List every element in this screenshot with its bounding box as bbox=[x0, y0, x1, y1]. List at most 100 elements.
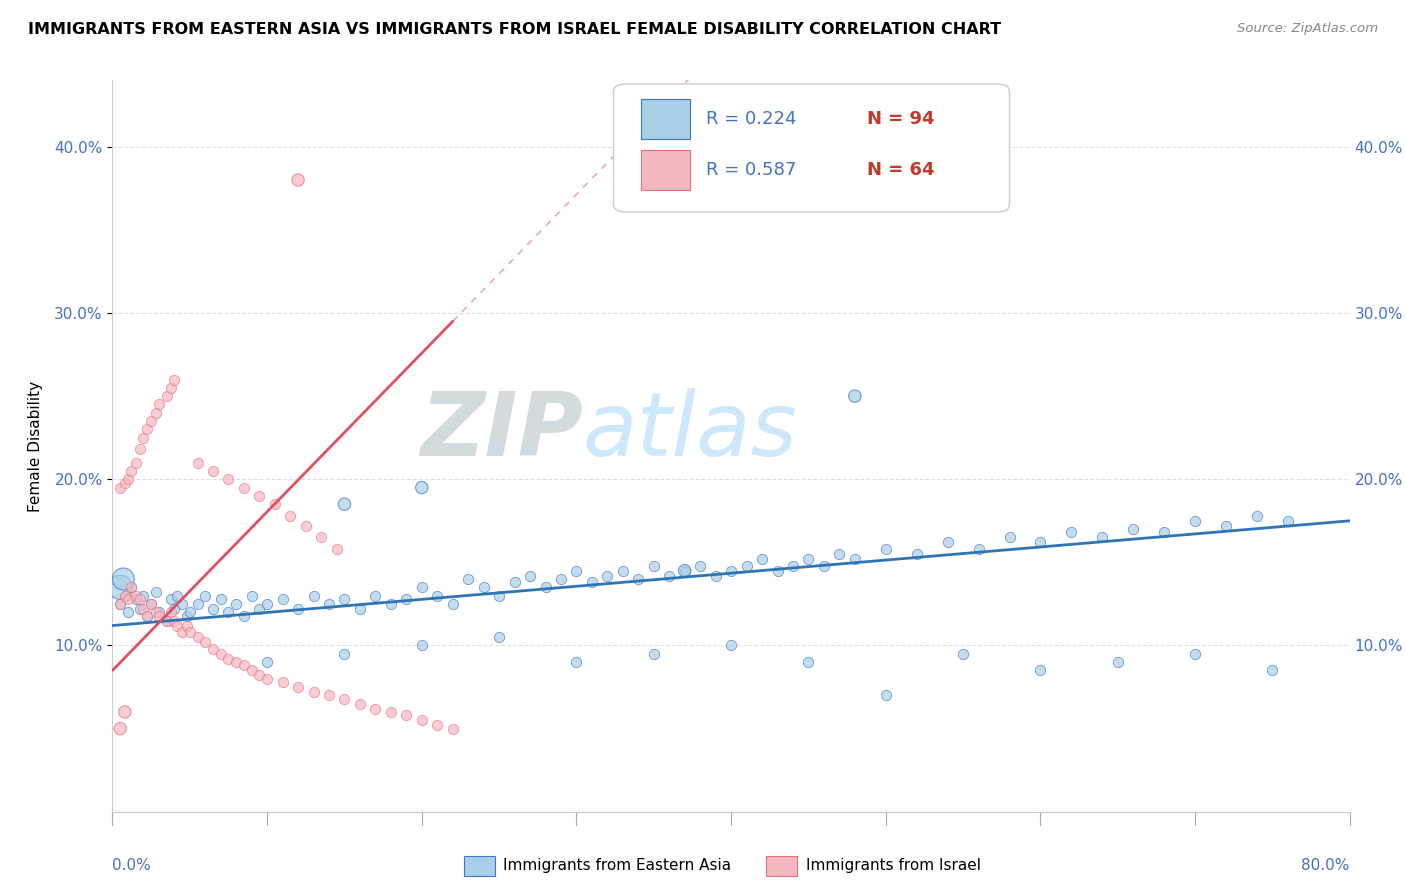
Point bbox=[411, 639, 433, 653]
Point bbox=[735, 558, 758, 573]
Point bbox=[643, 647, 665, 661]
Point bbox=[141, 597, 163, 611]
Point bbox=[751, 552, 773, 566]
Point bbox=[247, 602, 270, 616]
Point bbox=[318, 689, 340, 703]
Point bbox=[364, 589, 387, 603]
Point bbox=[135, 608, 157, 623]
Point bbox=[209, 647, 232, 661]
Point bbox=[612, 564, 634, 578]
Point bbox=[426, 589, 449, 603]
Point bbox=[256, 672, 278, 686]
Point bbox=[233, 658, 256, 673]
Point bbox=[905, 547, 928, 561]
Point bbox=[132, 431, 155, 445]
Point bbox=[141, 597, 163, 611]
Text: IMMIGRANTS FROM EASTERN ASIA VS IMMIGRANTS FROM ISRAEL FEMALE DISABILITY CORRELA: IMMIGRANTS FROM EASTERN ASIA VS IMMIGRAN… bbox=[28, 22, 1001, 37]
Point bbox=[302, 589, 325, 603]
Point bbox=[148, 608, 170, 623]
Point bbox=[766, 564, 789, 578]
Point bbox=[129, 442, 152, 457]
Point bbox=[225, 597, 247, 611]
FancyBboxPatch shape bbox=[641, 99, 690, 139]
Point bbox=[110, 722, 132, 736]
Point bbox=[287, 173, 309, 187]
Point bbox=[364, 701, 387, 715]
Point bbox=[828, 547, 851, 561]
Point bbox=[875, 542, 897, 557]
Point bbox=[112, 572, 135, 586]
Point bbox=[186, 630, 209, 644]
Point bbox=[256, 597, 278, 611]
Point bbox=[380, 597, 402, 611]
Text: N = 94: N = 94 bbox=[868, 110, 935, 128]
Point bbox=[488, 630, 510, 644]
Point bbox=[395, 708, 418, 723]
Point bbox=[132, 602, 155, 616]
Point bbox=[813, 558, 835, 573]
Point bbox=[145, 406, 167, 420]
Point bbox=[1122, 522, 1144, 536]
Point bbox=[233, 608, 256, 623]
Point bbox=[287, 602, 309, 616]
Point bbox=[160, 381, 183, 395]
Point bbox=[179, 625, 201, 640]
Point bbox=[155, 614, 177, 628]
Point bbox=[124, 591, 148, 606]
Point bbox=[673, 564, 696, 578]
Point bbox=[519, 568, 541, 582]
Point bbox=[596, 568, 619, 582]
Point bbox=[295, 518, 318, 533]
Point bbox=[278, 508, 302, 523]
Point bbox=[155, 614, 177, 628]
Point bbox=[179, 605, 201, 619]
Point bbox=[1029, 535, 1052, 549]
Y-axis label: Female Disability: Female Disability bbox=[28, 380, 44, 512]
Point bbox=[163, 602, 186, 616]
Point bbox=[141, 414, 163, 428]
Point bbox=[503, 575, 526, 590]
Point bbox=[952, 647, 974, 661]
Point bbox=[117, 472, 139, 486]
Point bbox=[202, 641, 225, 656]
Point bbox=[166, 589, 188, 603]
Point bbox=[998, 530, 1021, 544]
Point bbox=[875, 689, 897, 703]
Text: Source: ZipAtlas.com: Source: ZipAtlas.com bbox=[1237, 22, 1378, 36]
Point bbox=[1246, 508, 1268, 523]
Point bbox=[163, 614, 186, 628]
Point bbox=[120, 580, 142, 594]
Point bbox=[1153, 525, 1175, 540]
Point bbox=[936, 535, 959, 549]
Point bbox=[148, 397, 170, 411]
Point bbox=[333, 691, 356, 706]
Point bbox=[114, 589, 136, 603]
Point bbox=[333, 497, 356, 511]
Point bbox=[302, 685, 325, 699]
Point bbox=[1184, 514, 1206, 528]
Point bbox=[129, 602, 152, 616]
Point bbox=[186, 597, 209, 611]
Point bbox=[658, 568, 681, 582]
Point bbox=[797, 552, 820, 566]
Point bbox=[264, 497, 287, 511]
Text: R = 0.224: R = 0.224 bbox=[706, 110, 797, 128]
Point bbox=[1261, 664, 1284, 678]
Point bbox=[287, 680, 309, 694]
Point bbox=[1029, 664, 1052, 678]
Point bbox=[565, 564, 588, 578]
Point bbox=[380, 705, 402, 719]
Point bbox=[534, 580, 557, 594]
Point bbox=[627, 572, 650, 586]
Point bbox=[120, 464, 142, 478]
Point bbox=[114, 475, 136, 490]
FancyBboxPatch shape bbox=[641, 150, 690, 190]
Point bbox=[148, 605, 170, 619]
Point bbox=[194, 635, 217, 649]
Point bbox=[720, 639, 742, 653]
Point bbox=[114, 589, 136, 603]
Point bbox=[411, 714, 433, 728]
Point bbox=[145, 585, 167, 599]
Point bbox=[1184, 647, 1206, 661]
Text: 0.0%: 0.0% bbox=[112, 858, 152, 873]
